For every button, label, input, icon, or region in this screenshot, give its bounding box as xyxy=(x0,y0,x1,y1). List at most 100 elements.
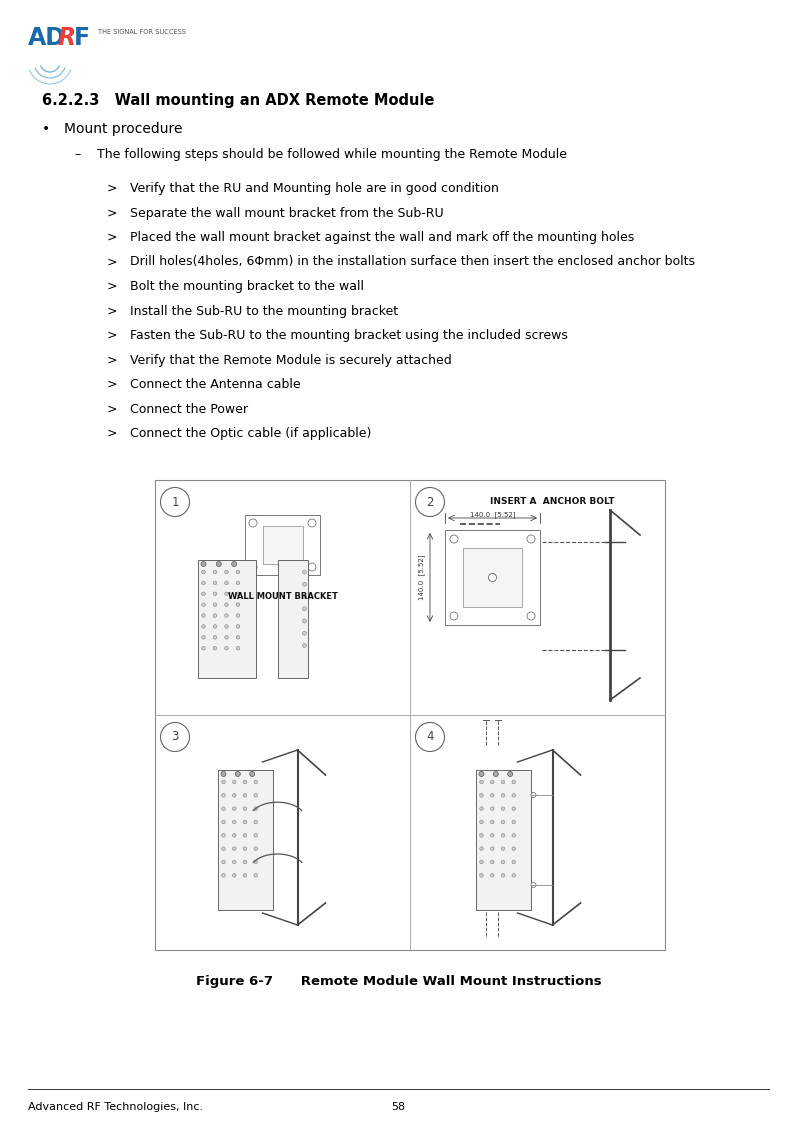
Circle shape xyxy=(233,820,236,823)
Circle shape xyxy=(303,644,307,648)
Circle shape xyxy=(450,612,458,620)
Text: Bolt the mounting bracket to the wall: Bolt the mounting bracket to the wall xyxy=(130,280,364,293)
Circle shape xyxy=(527,612,535,620)
Circle shape xyxy=(254,820,257,823)
Circle shape xyxy=(214,603,217,606)
Text: Connect the Optic cable (if applicable): Connect the Optic cable (if applicable) xyxy=(130,428,371,440)
Text: Drill holes(4holes, 6Φmm) in the installation surface then insert the enclosed a: Drill holes(4holes, 6Φmm) in the install… xyxy=(130,256,695,268)
Text: >: > xyxy=(107,256,117,268)
Circle shape xyxy=(512,873,516,878)
Circle shape xyxy=(308,563,316,571)
Circle shape xyxy=(214,647,217,650)
Circle shape xyxy=(254,780,257,784)
Text: Figure 6-7      Remote Module Wall Mount Instructions: Figure 6-7 Remote Module Wall Mount Inst… xyxy=(196,976,601,988)
Text: >: > xyxy=(107,231,117,244)
Circle shape xyxy=(214,581,217,585)
Circle shape xyxy=(225,581,228,585)
Circle shape xyxy=(512,847,516,851)
Circle shape xyxy=(222,873,226,878)
Circle shape xyxy=(225,603,228,606)
Circle shape xyxy=(512,834,516,837)
Circle shape xyxy=(479,771,484,777)
Text: >: > xyxy=(107,329,117,342)
Circle shape xyxy=(235,771,241,777)
Circle shape xyxy=(249,563,257,571)
Circle shape xyxy=(254,861,257,864)
Circle shape xyxy=(202,570,206,573)
Bar xyxy=(463,549,522,607)
Text: Fasten the Sub-RU to the mounting bracket using the included screws: Fasten the Sub-RU to the mounting bracke… xyxy=(130,329,568,342)
Text: Mount procedure: Mount procedure xyxy=(64,122,183,136)
Circle shape xyxy=(202,614,206,618)
Bar xyxy=(476,770,531,910)
Circle shape xyxy=(202,581,206,585)
Circle shape xyxy=(501,834,505,837)
Text: Placed the wall mount bracket against the wall and mark off the mounting holes: Placed the wall mount bracket against th… xyxy=(130,231,634,244)
Circle shape xyxy=(493,771,498,777)
Circle shape xyxy=(254,806,257,811)
Circle shape xyxy=(490,806,494,811)
Circle shape xyxy=(303,570,307,575)
Circle shape xyxy=(480,847,483,851)
Circle shape xyxy=(249,771,255,777)
Circle shape xyxy=(501,861,505,864)
Circle shape xyxy=(160,487,190,517)
Circle shape xyxy=(490,820,494,823)
Circle shape xyxy=(243,806,247,811)
Text: >: > xyxy=(107,378,117,391)
Circle shape xyxy=(233,873,236,878)
Text: 3: 3 xyxy=(171,731,179,743)
Text: 6.2.2.3   Wall mounting an ADX Remote Module: 6.2.2.3 Wall mounting an ADX Remote Modu… xyxy=(42,93,434,107)
Circle shape xyxy=(222,806,226,811)
Text: R: R xyxy=(57,26,75,50)
Circle shape xyxy=(214,614,217,618)
Bar xyxy=(445,530,540,625)
Text: The following steps should be followed while mounting the Remote Module: The following steps should be followed w… xyxy=(97,148,567,161)
Circle shape xyxy=(233,806,236,811)
Circle shape xyxy=(415,487,445,517)
Circle shape xyxy=(254,794,257,797)
Circle shape xyxy=(202,592,206,596)
Circle shape xyxy=(415,723,445,751)
Text: Verify that the Remote Module is securely attached: Verify that the Remote Module is securel… xyxy=(130,354,452,366)
Circle shape xyxy=(254,834,257,837)
Bar xyxy=(218,770,273,910)
Circle shape xyxy=(201,561,206,567)
Text: Verify that the RU and Mounting hole are in good condition: Verify that the RU and Mounting hole are… xyxy=(130,182,499,195)
Circle shape xyxy=(236,592,240,596)
Circle shape xyxy=(233,780,236,784)
Text: 2: 2 xyxy=(426,495,434,509)
Circle shape xyxy=(214,636,217,639)
Circle shape xyxy=(222,780,226,784)
Circle shape xyxy=(480,806,483,811)
Circle shape xyxy=(489,573,497,581)
Circle shape xyxy=(202,624,206,628)
Circle shape xyxy=(490,834,494,837)
Circle shape xyxy=(501,794,505,797)
Text: Advanced RF Technologies, Inc.: Advanced RF Technologies, Inc. xyxy=(28,1102,203,1112)
Circle shape xyxy=(225,592,228,596)
Circle shape xyxy=(243,861,247,864)
Text: >: > xyxy=(107,428,117,440)
Circle shape xyxy=(512,794,516,797)
Text: 1: 1 xyxy=(171,495,179,509)
Circle shape xyxy=(233,794,236,797)
Circle shape xyxy=(501,780,505,784)
Text: 140.0  [5.52]: 140.0 [5.52] xyxy=(418,554,426,601)
Circle shape xyxy=(303,619,307,623)
Circle shape xyxy=(490,873,494,878)
Circle shape xyxy=(501,847,505,851)
Circle shape xyxy=(243,873,247,878)
Circle shape xyxy=(501,820,505,823)
Circle shape xyxy=(236,570,240,573)
Circle shape xyxy=(490,780,494,784)
Circle shape xyxy=(214,624,217,628)
Circle shape xyxy=(214,570,217,573)
Text: THE SIGNAL FOR SUCCESS: THE SIGNAL FOR SUCCESS xyxy=(98,29,186,35)
Circle shape xyxy=(243,847,247,851)
Text: AD: AD xyxy=(28,26,66,50)
Circle shape xyxy=(236,624,240,628)
Circle shape xyxy=(222,861,226,864)
Circle shape xyxy=(225,636,228,639)
Text: WALL MOUNT BRACKET: WALL MOUNT BRACKET xyxy=(228,593,337,602)
